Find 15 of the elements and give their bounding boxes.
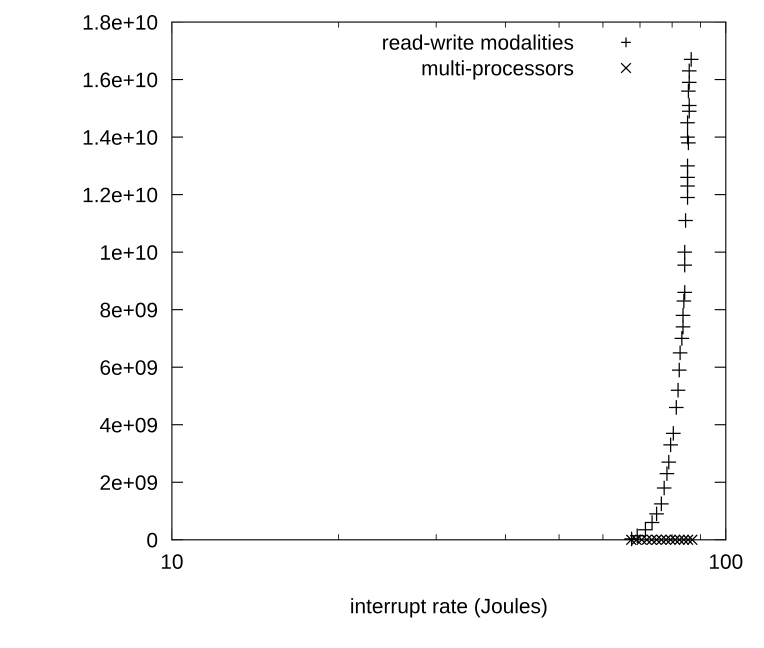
y-tick-label: 6e+09 <box>100 360 158 375</box>
y-tick-label: 4e+09 <box>100 418 158 432</box>
y-tick-label: 1.4e+10 <box>84 130 158 145</box>
y-tick-label: 0 <box>147 532 158 548</box>
x-axis-title: interrupt rate (Joules) <box>351 598 547 618</box>
y-tick-label: 1.8e+10 <box>84 15 158 30</box>
y-tick-label: 8e+09 <box>100 302 158 318</box>
x-tick-label: 100 <box>710 554 742 569</box>
y-tick-label: 1e+10 <box>101 245 158 260</box>
legend-label: multi-processors <box>422 60 574 80</box>
y-tick-label: 2e+09 <box>100 475 158 490</box>
legend-label: read-write modalities <box>383 34 574 50</box>
y-tick-label: 1.6e+10 <box>84 72 158 88</box>
x-tick-label: 10 <box>162 554 183 569</box>
y-tick-label: 1.2e+10 <box>84 188 158 202</box>
